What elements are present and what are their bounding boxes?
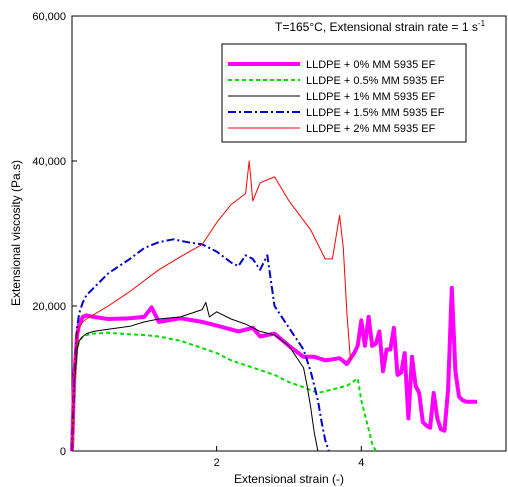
legend-box xyxy=(221,43,467,143)
y-tick-label: 60,000 xyxy=(32,11,66,23)
legend-label-3: LLDPE + 1.5% MM 5935 EF xyxy=(306,107,445,119)
annotation-text: T=165°C, Extensional strain rate = 1 s xyxy=(275,20,478,34)
y-axis-label: Extensional viscosity (Pa.s) xyxy=(9,160,23,306)
legend-label-4: LLDPE + 2% MM 5935 EF xyxy=(306,123,436,135)
axis-ticks: 0 20,000 40,000 60,000 2 4 xyxy=(32,11,364,469)
x-tick-label: 2 xyxy=(214,457,220,469)
annotation-superscript: -1 xyxy=(478,19,486,28)
y-tick-label: 40,000 xyxy=(32,156,66,168)
series-line-4 xyxy=(71,160,351,452)
x-axis-label: Extensional strain (-) xyxy=(234,472,344,486)
legend-label-1: LLDPE + 0.5% MM 5935 EF xyxy=(306,75,445,87)
series-line-3 xyxy=(71,238,330,452)
series-line-2 xyxy=(71,301,319,452)
y-tick-label: 20,000 xyxy=(32,301,66,313)
legend-label-2: LLDPE + 1% MM 5935 EF xyxy=(306,91,436,103)
series-line-0 xyxy=(70,285,478,452)
chart-annotation: T=165°C, Extensional strain rate = 1 s-1 xyxy=(275,19,486,34)
legend-entries: LLDPE + 0% MM 5935 EF LLDPE + 0.5% MM 593… xyxy=(228,59,445,135)
legend-label-0: LLDPE + 0% MM 5935 EF xyxy=(306,59,436,71)
series-lines xyxy=(70,160,478,452)
legend: LLDPE + 0% MM 5935 EF LLDPE + 0.5% MM 593… xyxy=(221,43,467,143)
y-tick-label: 0 xyxy=(60,446,66,458)
series-line-1 xyxy=(71,331,377,452)
x-tick-label: 4 xyxy=(358,457,364,469)
